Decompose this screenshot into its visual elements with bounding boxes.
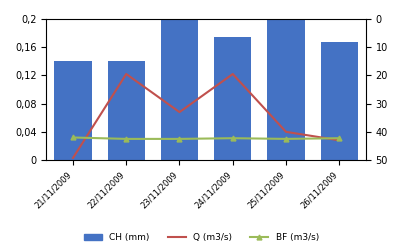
Bar [161,19,198,160]
Bar [214,37,251,160]
Bar [321,42,358,160]
Bar [54,61,91,160]
Legend: CH (mm), Q (m3/s), BF (m3/s): CH (mm), Q (m3/s), BF (m3/s) [81,229,322,246]
Bar [267,19,305,160]
Bar [108,61,145,160]
